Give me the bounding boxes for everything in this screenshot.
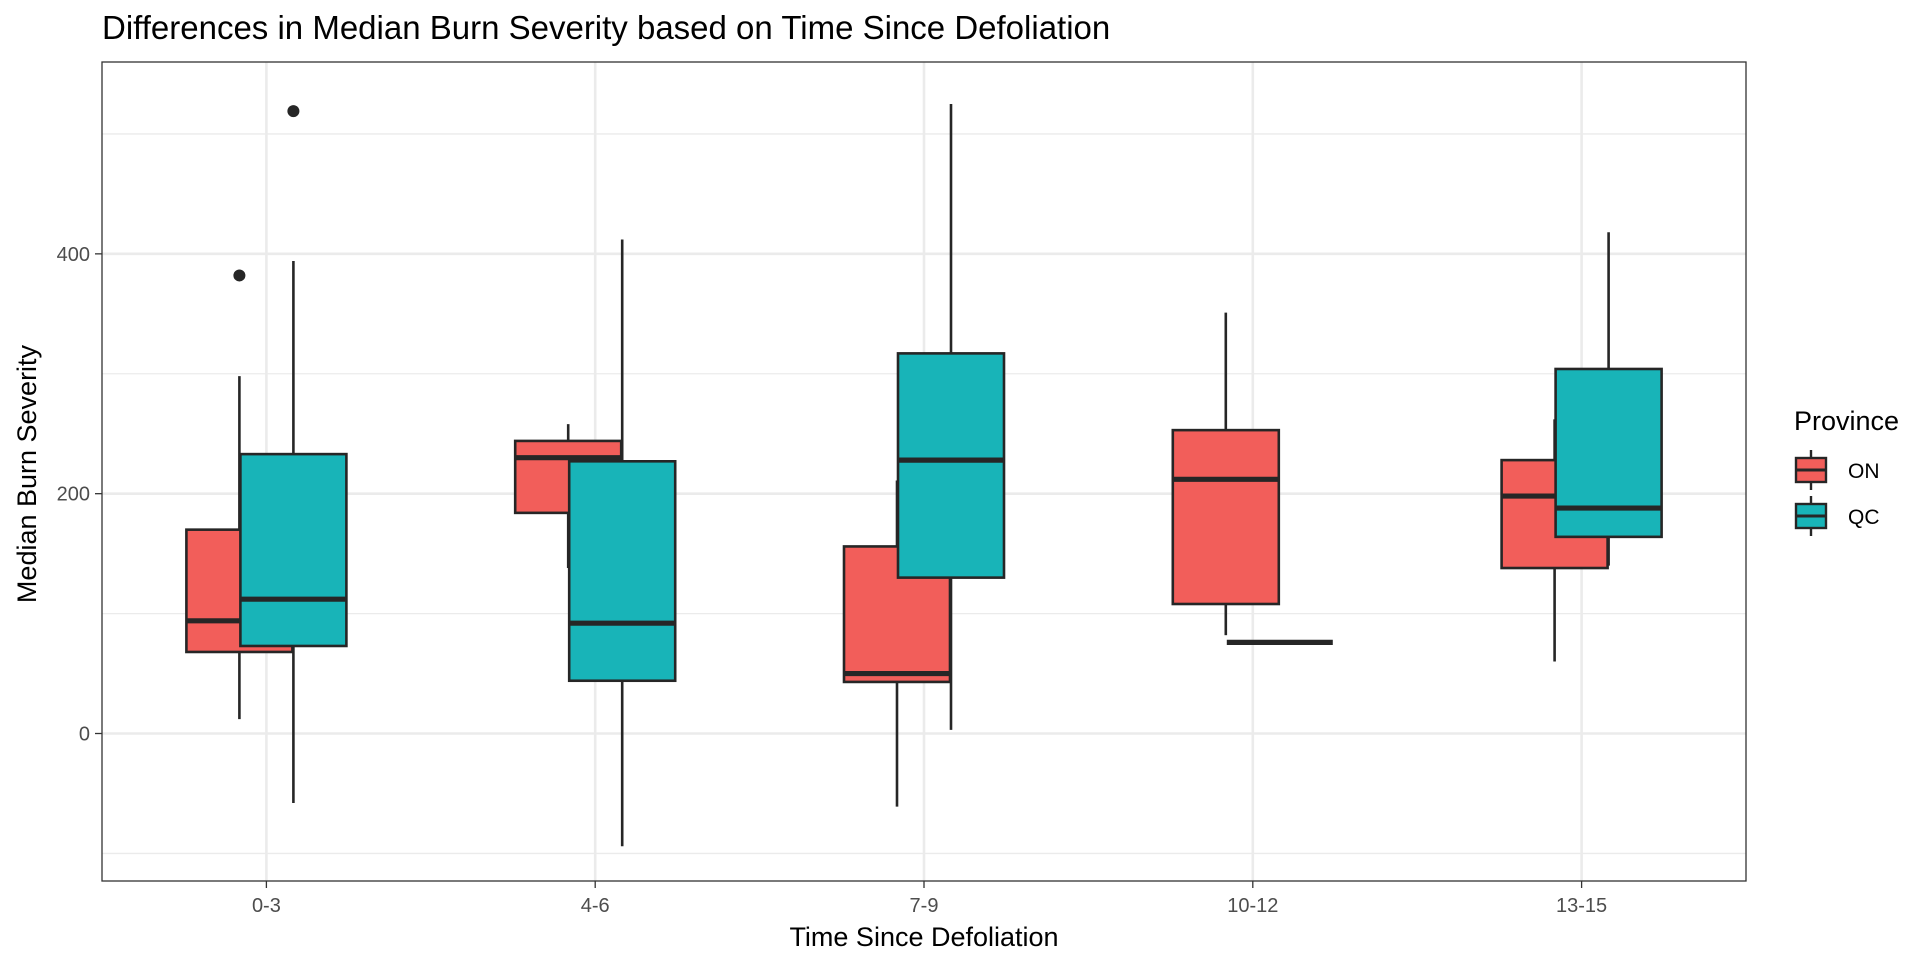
box-iqr	[896, 352, 1006, 579]
box-iqr	[1171, 428, 1281, 606]
y-tick-label: 400	[57, 244, 90, 266]
y-axis-title: Median Burn Severity	[12, 344, 42, 603]
x-axis-title: Time Since Defoliation	[789, 922, 1058, 952]
legend-items: ON QC	[1794, 450, 1880, 536]
box-series	[185, 103, 1663, 847]
legend-label: QC	[1848, 506, 1880, 529]
legend-item-qc: QC	[1794, 496, 1880, 536]
box-on-10-12	[1171, 312, 1281, 636]
x-tick-label: 7-9	[910, 895, 939, 917]
box-qc-4-6	[567, 239, 677, 847]
legend: Province ON QC	[1794, 406, 1899, 536]
y-tick-label: 0	[79, 724, 90, 746]
legend-title: Province	[1794, 406, 1899, 436]
chart-title: Differences in Median Burn Severity base…	[102, 9, 1110, 46]
x-tick-label: 13-15	[1556, 895, 1607, 917]
x-tick-label: 0-3	[252, 895, 281, 917]
outlier-point	[287, 105, 300, 118]
box-iqr	[567, 460, 677, 683]
legend-item-on: ON	[1794, 450, 1880, 490]
legend-label: ON	[1848, 460, 1880, 483]
box-qc-7-9	[896, 103, 1006, 730]
box-qc-13-15	[1554, 232, 1663, 566]
box-iqr	[1554, 367, 1663, 539]
x-tick-label: 4-6	[581, 895, 610, 917]
x-axis: 0-3 4-6 7-9 10-12 13-15	[252, 881, 1607, 917]
y-tick-label: 200	[57, 484, 90, 506]
plot-panel	[101, 61, 1747, 882]
y-axis: 0 200 400	[57, 244, 102, 746]
box-iqr	[239, 452, 348, 648]
box-qc-0-3	[239, 105, 348, 804]
x-tick-label: 10-12	[1227, 895, 1278, 917]
outlier-point	[233, 269, 246, 282]
